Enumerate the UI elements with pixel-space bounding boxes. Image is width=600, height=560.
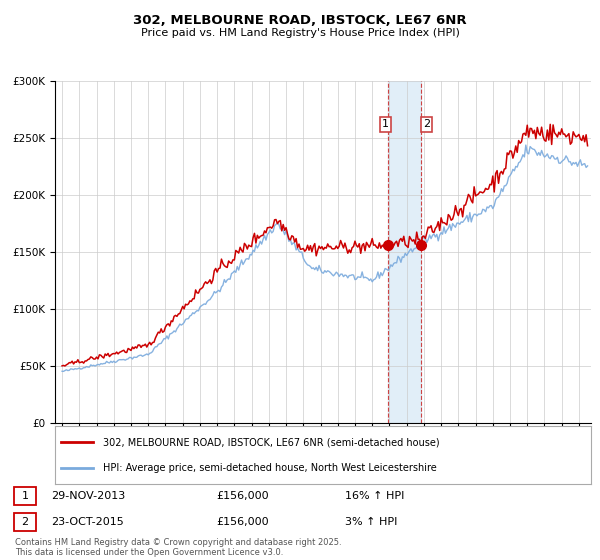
Text: £156,000: £156,000 (216, 517, 269, 527)
Text: 29-NOV-2013: 29-NOV-2013 (51, 491, 125, 501)
Text: 16% ↑ HPI: 16% ↑ HPI (345, 491, 404, 501)
Text: Price paid vs. HM Land Registry's House Price Index (HPI): Price paid vs. HM Land Registry's House … (140, 28, 460, 38)
Text: 3% ↑ HPI: 3% ↑ HPI (345, 517, 397, 527)
Text: 2: 2 (22, 517, 28, 527)
Text: 1: 1 (382, 119, 389, 129)
Text: £156,000: £156,000 (216, 491, 269, 501)
Text: HPI: Average price, semi-detached house, North West Leicestershire: HPI: Average price, semi-detached house,… (103, 463, 437, 473)
Text: Contains HM Land Registry data © Crown copyright and database right 2025.
This d: Contains HM Land Registry data © Crown c… (15, 538, 341, 557)
Text: 1: 1 (22, 491, 28, 501)
Bar (388, 81, 421, 423)
Text: 2: 2 (423, 119, 430, 129)
Text: 302, MELBOURNE ROAD, IBSTOCK, LE67 6NR: 302, MELBOURNE ROAD, IBSTOCK, LE67 6NR (133, 14, 467, 27)
Text: 302, MELBOURNE ROAD, IBSTOCK, LE67 6NR (semi-detached house): 302, MELBOURNE ROAD, IBSTOCK, LE67 6NR (… (103, 437, 440, 447)
Text: 23-OCT-2015: 23-OCT-2015 (51, 517, 124, 527)
